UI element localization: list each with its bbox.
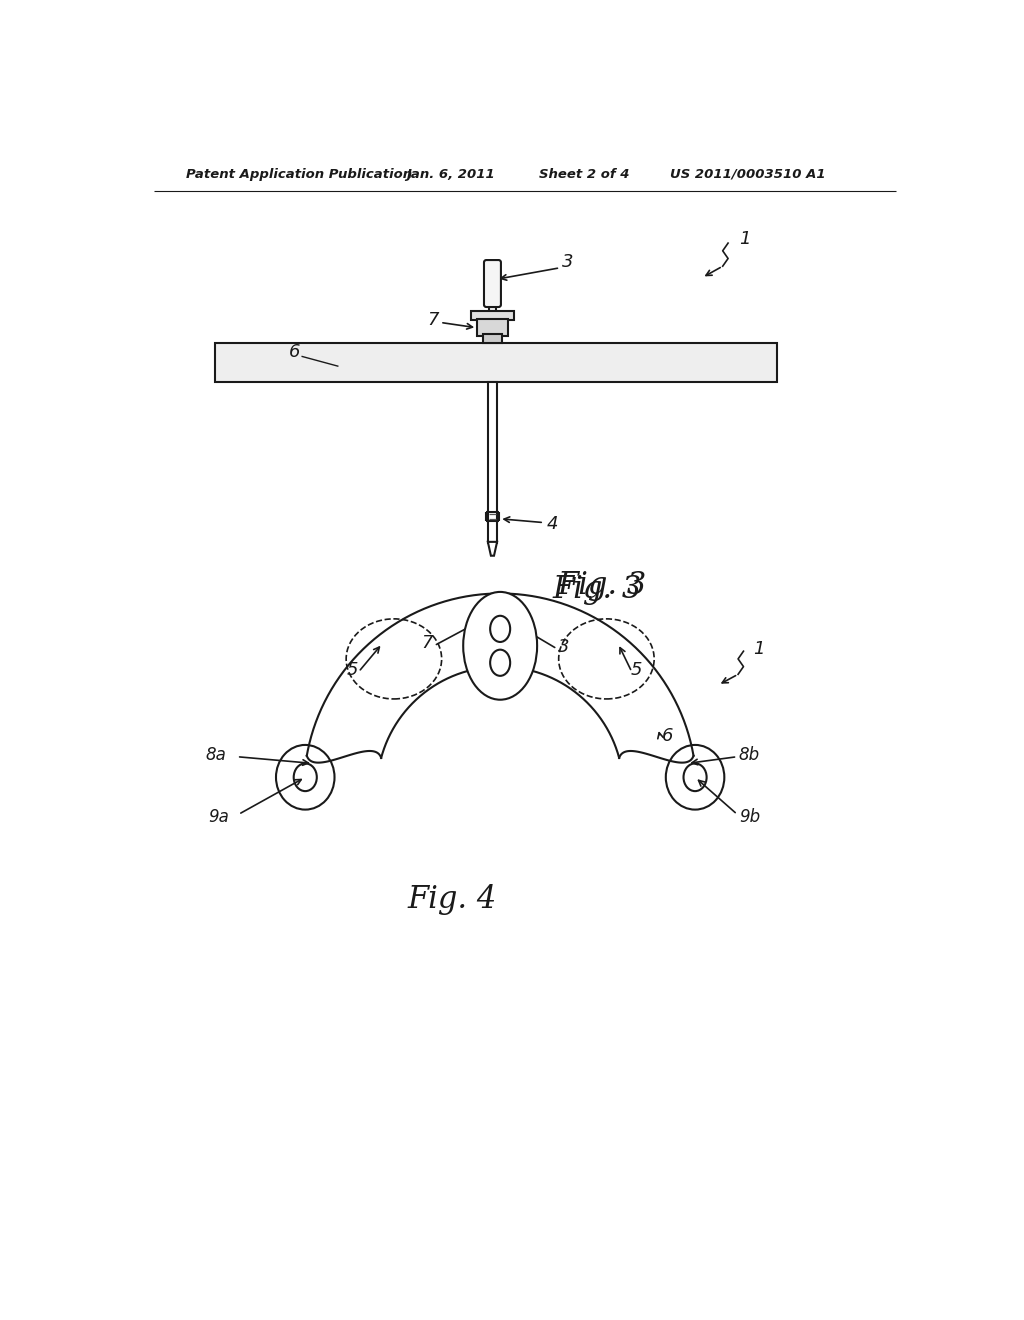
Ellipse shape — [276, 744, 335, 809]
Text: 5: 5 — [631, 661, 643, 680]
Text: 4: 4 — [547, 515, 558, 533]
Text: 1: 1 — [739, 230, 751, 248]
Text: Jan. 6, 2011: Jan. 6, 2011 — [407, 168, 495, 181]
Text: 3: 3 — [562, 253, 573, 272]
Text: 1: 1 — [753, 640, 764, 657]
Text: 6: 6 — [289, 343, 300, 362]
Polygon shape — [487, 543, 497, 556]
FancyBboxPatch shape — [484, 260, 501, 308]
Bar — [215, 343, 777, 381]
Text: Fig. 3: Fig. 3 — [553, 574, 642, 605]
Ellipse shape — [666, 744, 724, 809]
Text: 8a: 8a — [206, 746, 226, 764]
Text: Patent Application Publication: Patent Application Publication — [186, 168, 412, 181]
Text: 7: 7 — [427, 312, 438, 329]
Bar — [483, 334, 502, 343]
Text: Fig. 4: Fig. 4 — [408, 883, 497, 915]
Bar — [471, 312, 514, 321]
Text: 9a: 9a — [208, 808, 229, 826]
Text: 8b: 8b — [739, 746, 760, 764]
Text: 9b: 9b — [739, 808, 760, 826]
Text: US 2011/0003510 A1: US 2011/0003510 A1 — [670, 168, 825, 181]
Text: Fig. 3: Fig. 3 — [558, 570, 647, 601]
Bar — [477, 318, 508, 335]
Ellipse shape — [463, 591, 538, 700]
Text: 3: 3 — [558, 639, 569, 656]
Ellipse shape — [490, 649, 510, 676]
Bar — [487, 381, 497, 544]
Text: 7: 7 — [421, 635, 432, 652]
Text: Sheet 2 of 4: Sheet 2 of 4 — [539, 168, 629, 181]
Text: 5: 5 — [346, 661, 357, 680]
Ellipse shape — [490, 615, 510, 642]
Bar — [489, 305, 496, 314]
Text: 6: 6 — [662, 727, 674, 744]
